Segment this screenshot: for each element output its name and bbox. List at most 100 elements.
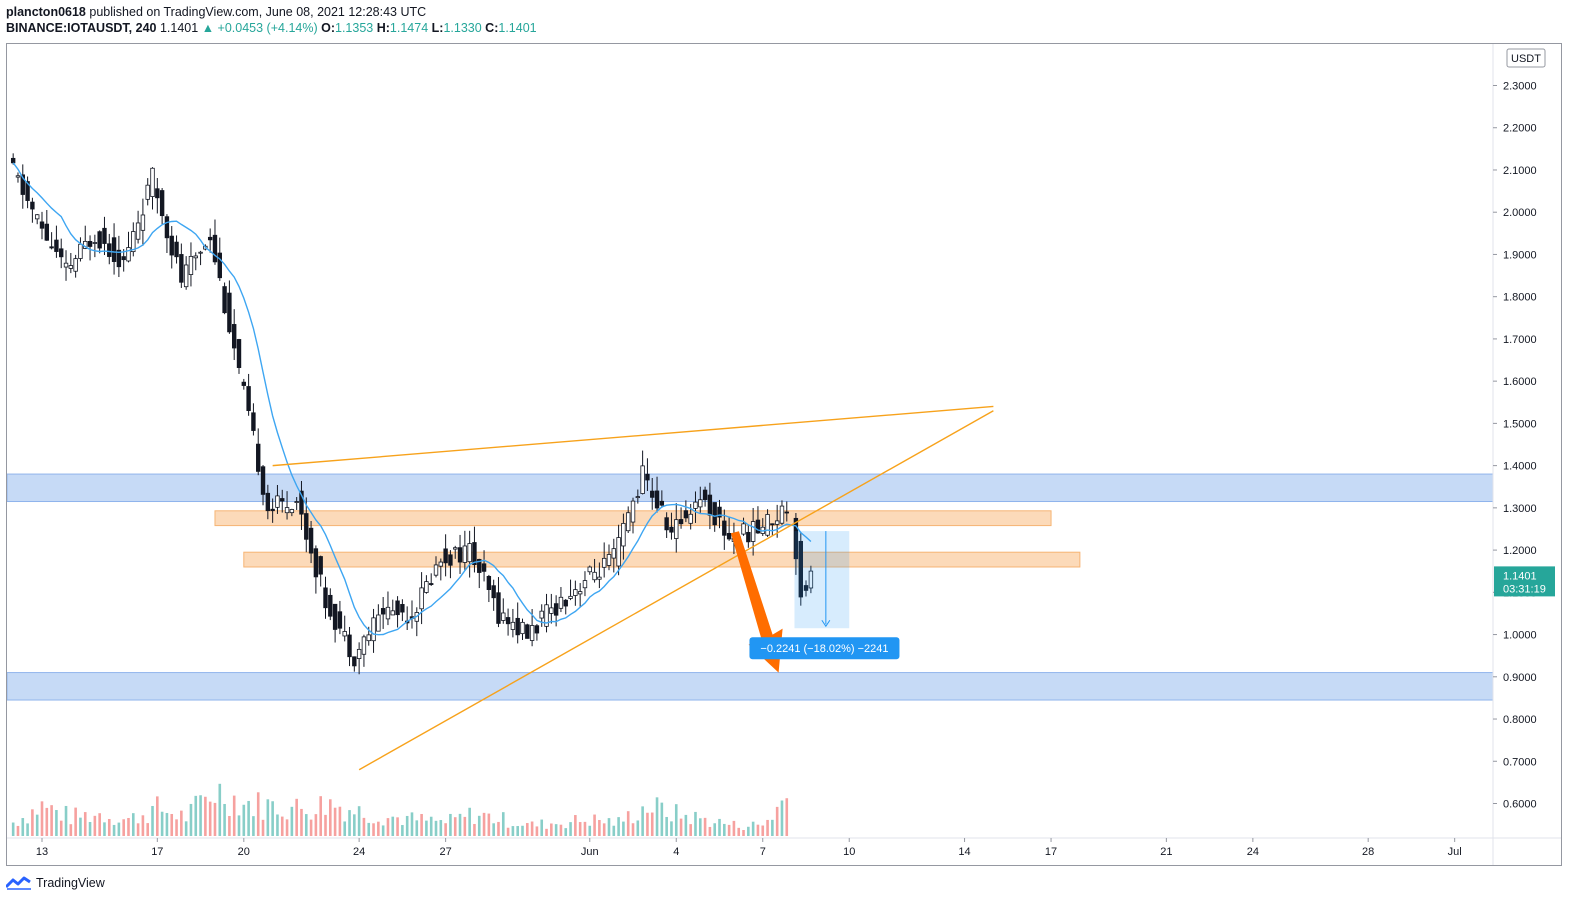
volume-bar [708,826,712,836]
down-arrow-icon[interactable] [730,531,783,673]
candle-up [433,564,439,576]
volume-bar [564,828,568,836]
candle-down [429,583,434,585]
publisher-name[interactable]: plancton0618 [6,5,86,19]
candle-down [553,603,559,616]
y-tick-label: 2.3000 [1503,81,1537,93]
volume-bar [83,812,87,836]
volume-bar [401,825,404,836]
published-text: published on TradingView.com, June 08, 2… [89,5,427,19]
zone-blue-1[interactable] [7,672,1493,701]
moving-average-line [12,162,812,636]
candle-down [111,237,117,262]
close-label: C: [485,21,499,35]
candle-down [678,519,684,525]
volume-bar [458,813,462,836]
volume-bar [449,813,452,836]
zone-blue-0[interactable] [7,473,1493,503]
brand-name: TradingView [36,876,105,890]
candle-up [582,580,588,589]
candle-up [438,561,444,567]
candle-down [712,502,717,526]
candle-up [289,509,295,514]
candle-up [126,247,131,262]
volume-bar [314,814,318,836]
volume-bar [425,820,428,836]
volume-bar [40,801,44,836]
volume-bar [583,821,587,836]
measure-label-bg [749,637,900,660]
volume-bar [372,823,375,836]
candle-down [25,181,30,201]
candle-up [750,521,756,542]
candle-up [606,554,612,566]
candle-up [145,184,150,200]
volume-bar [742,829,745,836]
volume-bar [324,814,327,836]
volume-bar [31,809,34,836]
candle-up [510,621,516,630]
volume-bar [329,799,332,836]
candle-down [30,201,35,210]
trendline-0[interactable] [272,405,994,467]
chart-header: plancton0618 published on TradingView.co… [6,4,1006,36]
zone-orange-3[interactable] [243,551,1081,568]
candle-up [342,631,347,637]
volume-bar [79,817,82,836]
x-tick-label: 20 [238,846,250,858]
candle-down [337,611,343,629]
y-tick-label: 1.7000 [1503,334,1537,346]
trendline-1[interactable] [358,410,994,771]
candle-down [395,600,400,616]
volume-bar [535,826,539,836]
candle-up [150,167,155,198]
volume-bar [612,825,616,836]
volume-bar [45,807,49,836]
price-range-measure-box[interactable] [794,531,850,629]
candle-up [698,499,703,508]
candle-up [592,571,597,581]
volume-bar [713,823,716,836]
volume-bar [285,819,289,836]
footer-brand: TradingView [6,874,105,892]
candle-down [169,235,174,256]
candle-down [784,511,789,514]
volume-bar [602,823,606,836]
candle-up [640,465,645,494]
volume-bar [218,783,222,836]
unit-box[interactable] [1506,48,1546,68]
volume-bar [237,815,241,836]
volume-bar [530,821,534,836]
volume-bar [665,816,668,836]
x-tick-label: 28 [1362,846,1374,858]
volume-bar [434,820,438,836]
candle-up [741,523,746,535]
candle-up [529,625,535,641]
volume-bar [64,805,68,836]
volume-bar [189,803,193,836]
y-tick-label: 1.9000 [1503,249,1537,261]
candle-up [68,265,74,269]
candle-down [798,540,804,598]
volume-bar [420,813,423,836]
volume-bar [751,821,755,836]
candle-down [669,526,674,533]
x-tick-label: 13 [36,846,48,858]
candle-up [385,606,391,620]
volume-bar [737,827,741,836]
candle-down [212,234,218,263]
volume-bar [506,827,510,836]
volume-bar [357,806,361,836]
candle-down [352,656,357,667]
candle-down [97,231,102,249]
volume-bar [69,824,73,836]
plot-area[interactable] [7,153,1493,836]
y-tick-label: 0.7000 [1503,756,1537,768]
high-value: 1.1474 [389,21,429,35]
volume-bar [141,815,145,836]
candle-down [304,513,309,540]
volume-bar [747,826,750,836]
y-tick-label: 1.8000 [1503,292,1537,304]
volume-bar [607,818,611,836]
